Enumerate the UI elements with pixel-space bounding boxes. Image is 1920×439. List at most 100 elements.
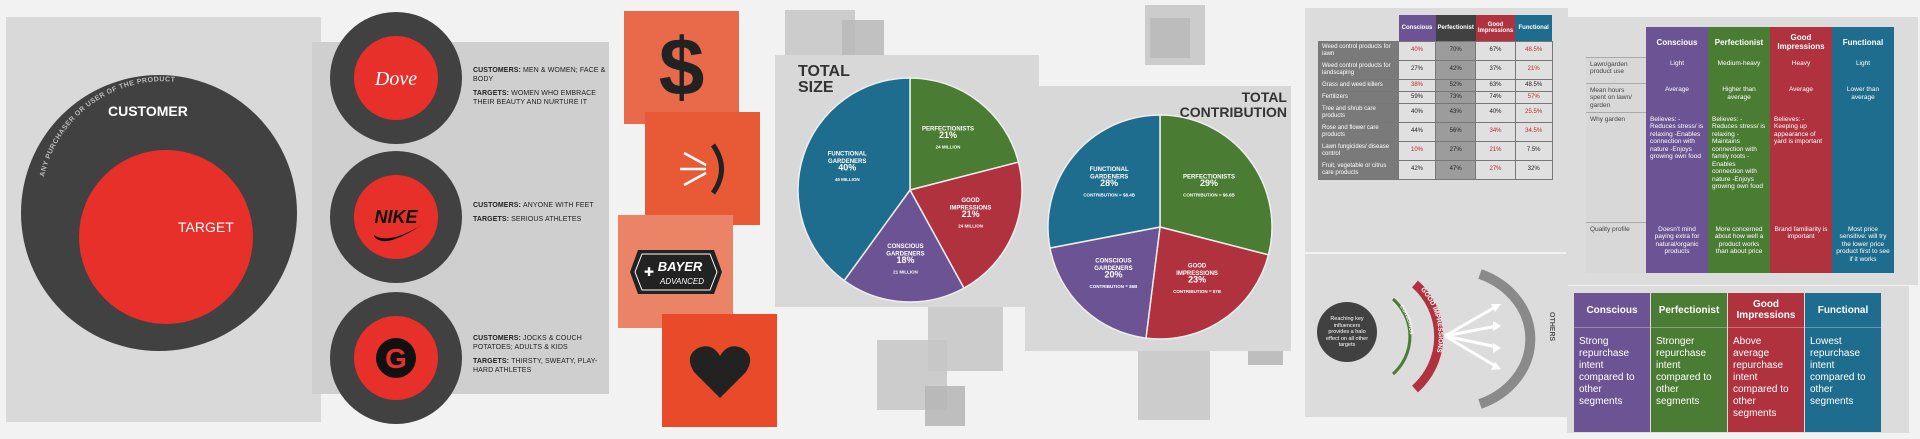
total-contribution-pie-chart: PERFECTIONISTS 29% CONTRIBUTION = $6.6B GOO… — [1047, 114, 1273, 340]
customers-label: CUSTOMERS: — [473, 67, 521, 74]
row-label: Tree and shrub care products — [1318, 102, 1399, 123]
table-row: Weed control products for lawn 40% 70% 67% 4… — [1318, 40, 1553, 61]
table-cell: Medium-heavy — [1708, 57, 1770, 83]
row-label: Lawn/garden product use — [1586, 56, 1646, 83]
table-cell: 57% — [1514, 90, 1553, 104]
table-cell: 74% — [1475, 90, 1516, 104]
targets-label: TARGETS: — [473, 216, 510, 223]
segment-profile-panel: Conscious Perfectionist Good Impressions Fu… — [1566, 17, 1918, 285]
customer-label: CUSTOMER — [108, 103, 188, 119]
table-row: Mean hours spent on lawn/ garden Average H… — [1586, 82, 1894, 113]
table-cell: 21% — [1514, 59, 1553, 80]
pie-label-2: CONSCIOUS GARDENERS 18% 21 MILLION — [886, 244, 924, 274]
card-body: Lowest repurchase intent compared to oth… — [1810, 336, 1866, 407]
card-title: Good Impressions — [1728, 293, 1804, 328]
table-cell: 48.5% — [1514, 78, 1553, 92]
repurchase-card: Functional Lowest repurchase intent compa… — [1805, 293, 1881, 432]
table-cell: 10% — [1398, 140, 1436, 161]
targets-label: TARGETS: — [473, 90, 510, 97]
table-cell: 27% — [1475, 159, 1516, 180]
table-cell: 43% — [1434, 102, 1477, 123]
table-row: Fertilizers 59% 73% 74% 57% — [1318, 90, 1553, 104]
customers-label: CUSTOMERS: — [473, 335, 521, 342]
table-cell: 27% — [1398, 59, 1436, 80]
row-label: Mean hours spent on lawn/ garden — [1586, 82, 1646, 113]
customers-label: CUSTOMERS: — [473, 202, 521, 209]
table-row: Grass and weed killers 38% 52% 63% 48.5% — [1318, 78, 1553, 92]
targets-text: SERIOUS ATHLETES — [511, 216, 582, 223]
table1-header: Conscious — [1398, 15, 1436, 41]
targets-label: TARGETS: — [473, 358, 510, 365]
brand-desc-nike: CUSTOMERS: ANYONE WITH FEET TARGETS: SER… — [473, 201, 611, 224]
table-cell: 7.5% — [1514, 140, 1553, 161]
pie-slice-1 — [1145, 226, 1270, 340]
deco-square — [1138, 345, 1210, 420]
deco-square — [1150, 18, 1190, 58]
card-title: Perfectionist — [1651, 293, 1727, 328]
card-title: Conscious — [1574, 293, 1650, 328]
table1-header: Good Impressions — [1475, 15, 1516, 41]
table-cell: 48.5% — [1514, 40, 1553, 61]
table-cell: 44% — [1398, 121, 1436, 142]
halo-panel: CONSCIOUS GOOD IMPRESSIONS OTHERS Reachi… — [1305, 254, 1568, 417]
brand-item-nike: NIKE — [330, 151, 462, 288]
targets-text: WOMEN WHO EMBRACE THEIR BEAUTY AND NURTU… — [473, 90, 597, 106]
table1-header: Perfectionist — [1435, 15, 1476, 41]
megaphone-icon — [679, 143, 724, 194]
table-cell: 56% — [1434, 121, 1477, 142]
pie-slice-3 — [797, 77, 911, 282]
table-cell: 63% — [1475, 78, 1516, 92]
table-cell: 70% — [1434, 40, 1477, 61]
table-cell: Average — [1646, 83, 1708, 113]
table2-header: Perfectionist — [1708, 27, 1770, 57]
title-line-1: TOTAL — [1241, 89, 1287, 105]
row-label: Why garden — [1586, 112, 1646, 223]
row-label: Fruit, vegetable or citrus care products — [1318, 159, 1399, 180]
pie-label-1: GOOD IMPRESSIONS 21% 24 MILLION — [950, 198, 992, 229]
megaphone-tile — [645, 112, 760, 225]
table-row: Fruit, vegetable or citrus care products… — [1318, 159, 1553, 180]
halo-arc-3: OTHERS — [1548, 312, 1555, 342]
bayer-advanced-logo: BAYER ADVANCED ✚ — [629, 249, 722, 294]
table-cell: Light — [1832, 57, 1894, 83]
segment-profile-table: Conscious Perfectionist Good Impressions Fu… — [1586, 27, 1894, 273]
target-label: TARGET — [178, 219, 234, 235]
dollar-icon: $ — [658, 21, 705, 113]
table-cell: 52% — [1434, 78, 1477, 92]
table-row: Quality profile Doesn't mind paying extra… — [1586, 222, 1894, 273]
table-cell: Higher than average — [1708, 83, 1770, 113]
gatorade-logo: G — [330, 292, 462, 424]
customers-text: ANYONE WITH FEET — [522, 202, 594, 209]
repurchase-card: Perfectionist Stronger repurchase intent … — [1651, 293, 1727, 432]
halo-arc-1: CONSCIOUS — [1398, 304, 1414, 335]
pie-label-1: GOOD IMPRESSIONS 23% CONTRIBUTION = $7B — [1173, 264, 1222, 295]
product-usage-table-panel: Conscious Perfectionist Good Impressions Fu… — [1305, 8, 1568, 252]
table-cell: Heavy — [1770, 57, 1832, 83]
table-cell: 59% — [1398, 90, 1436, 104]
table2-header: Good Impressions — [1770, 27, 1832, 57]
dove-logo: Dove — [330, 12, 462, 144]
brand-item-gatorade: G — [330, 292, 462, 429]
table-cell: Believes: -Reduces stress/ is relaxing -… — [1708, 112, 1770, 223]
table-cell: 40% — [1398, 102, 1436, 123]
table-cell: 37% — [1475, 59, 1516, 80]
customer-target-diagram: ANY PURCHASER OR USER OF THE PRODUCT — [21, 75, 297, 351]
table-cell: Brand familiarity is important — [1770, 222, 1832, 273]
brand-logo-text-2: G — [385, 343, 407, 374]
table-row: Rose and flower care products 44% 56% 34% 34… — [1318, 121, 1553, 142]
row-label: Weed control products for landscaping — [1318, 59, 1399, 80]
heart-icon — [689, 345, 750, 398]
row-label: Rose and flower care products — [1318, 121, 1399, 142]
table-row: Tree and shrub care products 40% 43% 40% 25.… — [1318, 102, 1553, 123]
pie-label-3: FUNCTIONAL GARDENERS 40% 45 MILLION — [828, 152, 867, 183]
customer-target-panel: ANY PURCHASER OR USER OF THE PRODUCT CUS… — [6, 17, 321, 422]
svg-text:CONSCIOUS: CONSCIOUS — [1398, 304, 1414, 335]
table-cell: 47% — [1434, 159, 1477, 180]
row-label: Weed control products for lawn — [1318, 40, 1399, 61]
title-line-2: SIZE — [798, 79, 834, 96]
dollar-tile: $ — [624, 11, 739, 124]
brand-desc-dove: CUSTOMERS: MEN & WOMEN; FACE & BODY TARG… — [473, 66, 611, 107]
heart-tile — [662, 314, 777, 427]
title-line-2: CONTRIBUTION — [1179, 104, 1287, 120]
table-cell: 21% — [1475, 140, 1516, 161]
